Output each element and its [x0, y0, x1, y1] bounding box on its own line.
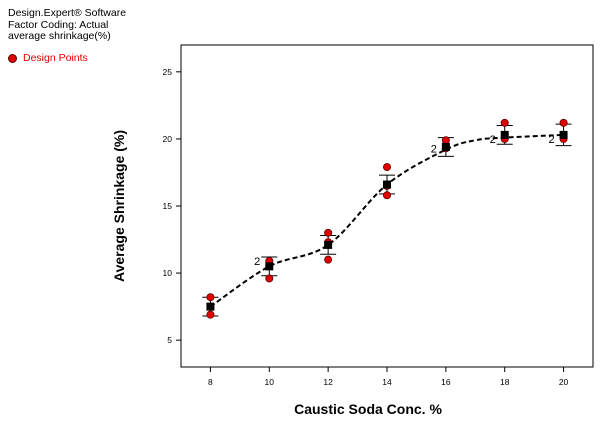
mean-marker: [441, 142, 450, 151]
x-tick-label: 10: [265, 377, 275, 387]
y-axis-title: Average Shrinkage (%): [111, 130, 127, 282]
design-point: [441, 136, 450, 145]
design-point: [382, 163, 391, 172]
count-label: 2: [254, 256, 260, 268]
fitted-curve: [209, 133, 564, 308]
mean-marker: [265, 262, 274, 271]
x-tick-label: 8: [208, 377, 213, 387]
count-label: 2: [548, 134, 554, 146]
x-tick-label: 12: [323, 377, 333, 387]
design-points: [206, 118, 568, 319]
design-point-legend-icon: [8, 53, 17, 63]
legend-label: Design Points: [23, 52, 88, 64]
count-label: 2: [490, 134, 496, 146]
error-bars: [202, 123, 572, 317]
y-tick-label: 20: [163, 134, 173, 144]
design-point: [206, 293, 215, 302]
design-point: [265, 274, 274, 283]
design-point: [324, 255, 333, 264]
design-point: [324, 228, 333, 237]
mean-marker: [324, 240, 333, 249]
design-point: [206, 310, 215, 319]
mean-marker: [383, 180, 391, 189]
software-header: Design.Expert® Software Factor Coding: A…: [8, 7, 127, 43]
y-tick-label: 10: [163, 268, 173, 278]
factor-coding: Factor Coding: Actual: [8, 18, 109, 31]
x-tick-label: 14: [382, 377, 392, 387]
response-name: average shrinkage(%): [8, 30, 111, 42]
mean-marker: [206, 302, 215, 311]
mean-markers: [206, 130, 568, 311]
plot-frame: [180, 44, 594, 368]
y-tick-label: 25: [163, 67, 173, 77]
count-labels: 2 2 2 2: [254, 134, 554, 268]
x-axis-title: Caustic Soda Conc. %: [294, 401, 442, 417]
legend: Design Points: [8, 52, 88, 64]
mean-marker: [500, 130, 509, 139]
y-tick-label: 15: [163, 201, 173, 211]
x-tick-label: 18: [500, 377, 510, 387]
software-name: Design.Expert® Software: [8, 7, 127, 19]
count-label: 2: [431, 143, 437, 155]
design-point: [382, 191, 391, 200]
x-tick-label: 16: [441, 377, 451, 387]
mean-marker: [559, 130, 568, 139]
design-point: [559, 118, 568, 127]
y-tick-label: 5: [167, 335, 172, 345]
design-point: [500, 118, 509, 127]
ticks: 8 10 12 14 16 18 20 5 10 15 20 25: [163, 67, 569, 387]
x-tick-label: 20: [559, 377, 569, 387]
